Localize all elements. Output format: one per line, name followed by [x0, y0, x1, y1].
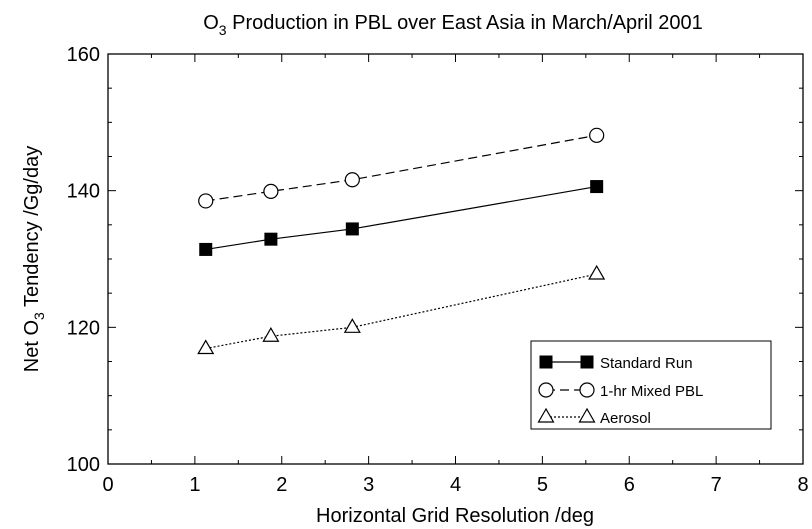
- series-1-hr-mixed-pbl: [198, 127, 605, 209]
- y-axis-label: Net O3 Tendency /Gg/day: [21, 146, 47, 372]
- legend-label: 1-hr Mixed PBL: [600, 383, 703, 400]
- x-tick-label: 4: [450, 474, 461, 496]
- series-standard-run: [199, 180, 604, 256]
- data-point: [590, 180, 604, 194]
- legend-box: [530, 340, 772, 430]
- data-point: [578, 407, 596, 423]
- data-point: [579, 382, 595, 398]
- series-line: [205, 273, 597, 350]
- data-point: [343, 318, 361, 333]
- data-point: [589, 127, 605, 143]
- data-point: [262, 327, 280, 342]
- data-point: [539, 355, 553, 369]
- x-tick-label: 8: [797, 474, 808, 496]
- x-tick-label: 1: [189, 474, 200, 496]
- series-line: [205, 134, 597, 202]
- axis-ticks: [107, 53, 804, 465]
- data-point: [344, 172, 360, 188]
- legend-item: 1-hr Mixed PBL: [538, 382, 703, 400]
- x-tick-label: 5: [537, 474, 548, 496]
- data-point: [588, 264, 606, 280]
- data-point: [345, 222, 359, 236]
- legend-item: Aerosol: [537, 407, 651, 427]
- x-tick-label: 2: [276, 474, 287, 496]
- x-tick-label: 7: [711, 474, 722, 496]
- data-point: [538, 382, 554, 398]
- legend-label: Standard Run: [600, 355, 693, 372]
- data-point: [198, 193, 214, 209]
- y-tick-label: 100: [67, 454, 100, 476]
- data-point: [580, 355, 594, 369]
- chart-title: O3 Production in PBL over East Asia in M…: [203, 12, 703, 38]
- data-point: [199, 242, 213, 256]
- legend: Standard Run 1-hr Mixed PBL Aerosol: [530, 340, 772, 430]
- y-tick-label: 120: [67, 317, 100, 339]
- tick-labels: 0 1 2 3 4 5 6 7 8 100 120 140 160: [67, 44, 809, 496]
- y-tick-label: 160: [67, 44, 100, 66]
- x-axis-label: Horizontal Grid Resolution /deg: [316, 505, 594, 527]
- series-layer: [197, 127, 606, 355]
- x-tick-label: 0: [102, 474, 113, 496]
- data-point: [264, 232, 278, 246]
- y-tick-label: 140: [67, 181, 100, 203]
- x-tick-label: 3: [363, 474, 374, 496]
- data-point: [197, 339, 215, 355]
- legend-label: Aerosol: [600, 410, 651, 427]
- x-tick-label: 6: [624, 474, 635, 496]
- legend-item: Standard Run: [539, 355, 693, 372]
- series-aerosol: [197, 264, 606, 355]
- legend-rows: Standard Run 1-hr Mixed PBL Aerosol: [537, 355, 703, 427]
- data-point: [263, 183, 279, 199]
- data-point: [537, 407, 555, 423]
- series-line: [205, 185, 597, 251]
